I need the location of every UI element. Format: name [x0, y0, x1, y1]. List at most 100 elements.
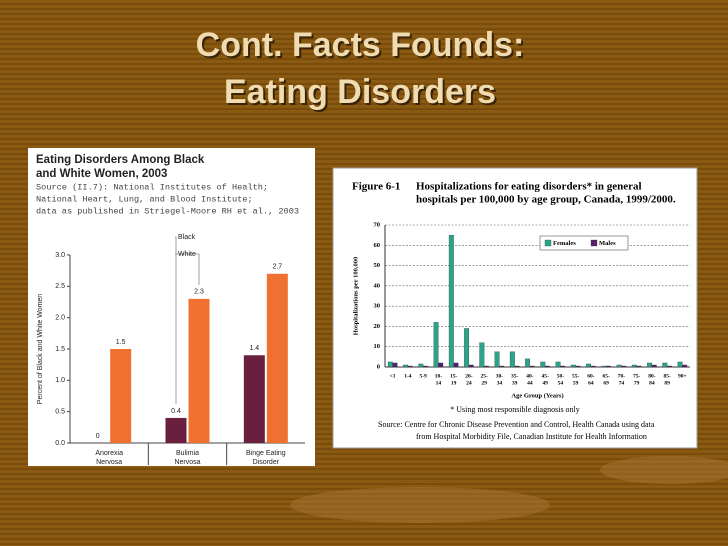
y-tick-label: 0.0	[55, 440, 65, 447]
x-tick-label: 30-	[496, 373, 504, 379]
bar	[509, 351, 515, 368]
y-axis-label: Percent of Black and White Women	[37, 294, 44, 404]
x-tick-label: 29	[481, 380, 487, 386]
x-tick-label: 19	[451, 380, 457, 386]
y-tick-label: 1.5	[55, 346, 65, 353]
x-tick-label: 79	[634, 380, 640, 386]
bar	[570, 364, 576, 368]
title-line: Cont. Facts Founds:	[196, 26, 525, 64]
bar	[666, 365, 672, 368]
x-tick-label: Disorder	[253, 459, 280, 466]
bar	[590, 365, 596, 368]
bar	[165, 417, 187, 443]
y-tick-label: 0	[377, 363, 380, 370]
x-tick-label: 34	[497, 380, 503, 386]
x-tick-label: 39	[512, 380, 518, 386]
y-tick-label: 3.0	[55, 252, 65, 259]
bar	[403, 364, 409, 368]
decor	[600, 456, 728, 484]
bar	[499, 365, 505, 368]
bar	[433, 322, 439, 368]
bar	[266, 273, 288, 443]
bar	[438, 362, 444, 368]
x-tick-label: Anorexia	[95, 450, 123, 457]
x-tick-label: Nervosa	[174, 459, 200, 466]
x-tick-label: 14	[436, 380, 442, 386]
x-tick-label: 74	[619, 380, 625, 386]
bar	[483, 365, 489, 368]
bar	[651, 364, 657, 368]
y-tick-label: 10	[374, 343, 381, 350]
x-tick-label: 40-	[526, 373, 534, 379]
legend-swatch	[544, 239, 552, 247]
y-tick-label: 70	[374, 221, 381, 228]
chart-title: and White Women, 2003	[36, 168, 167, 180]
bar	[621, 365, 627, 368]
x-tick-label: 54	[558, 380, 564, 386]
value-label: 0.4	[171, 408, 181, 415]
x-tick-label: 64	[588, 380, 594, 386]
bar	[479, 342, 485, 368]
x-tick-label: 60-	[587, 373, 595, 379]
x-tick-label: 85-	[663, 373, 671, 379]
bar	[418, 363, 424, 368]
bar	[525, 358, 531, 368]
title-line: Eating Disorders	[224, 73, 496, 111]
x-tick-label: 10-	[435, 373, 443, 379]
x-tick-label: 20-	[465, 373, 473, 379]
y-tick-label: 2.0	[55, 315, 65, 322]
value-label: 2.7	[272, 264, 282, 271]
bar	[422, 365, 428, 368]
x-tick-label: Nervosa	[96, 459, 122, 466]
bar	[464, 328, 470, 368]
x-tick-label: 75-	[633, 373, 641, 379]
x-tick-label: 49	[542, 380, 548, 386]
bar	[631, 364, 637, 368]
bar	[188, 298, 210, 443]
y-tick-label: 20	[374, 323, 381, 330]
source: from Hospital Morbidity File, Canadian I…	[416, 432, 647, 441]
bar	[392, 362, 398, 368]
bar	[560, 365, 566, 368]
legend-label: Black	[178, 234, 196, 241]
bar	[682, 364, 688, 368]
bar	[586, 363, 592, 368]
x-tick-label: 59	[573, 380, 579, 386]
value-label: 0	[96, 433, 100, 440]
y-tick-label: 60	[374, 242, 381, 249]
note: * Using most responsible diagnosis only	[450, 405, 580, 414]
chart-subtitle: data as published in Striegel-Moore RH e…	[36, 206, 299, 216]
legend-swatch	[590, 239, 598, 247]
x-tick-label: <1	[390, 373, 396, 379]
y-tick-label: 40	[374, 282, 381, 289]
source: Source: Centre for Chronic Disease Preve…	[378, 420, 655, 429]
x-tick-label: Bulimia	[176, 450, 199, 457]
x-tick-label: 55-	[572, 373, 580, 379]
bar	[110, 349, 132, 443]
bar	[575, 365, 581, 368]
x-tick-label: 89	[664, 380, 670, 386]
bar	[514, 365, 520, 368]
value-label: 2.3	[194, 289, 204, 296]
bar	[540, 361, 546, 368]
y-tick-label: 1.0	[55, 377, 65, 384]
x-tick-label: 35-	[511, 373, 519, 379]
x-tick-label: 70-	[618, 373, 626, 379]
bar	[468, 364, 474, 368]
legend-box	[539, 235, 629, 251]
value-label: 1.4	[249, 345, 259, 352]
value-label: 1.5	[116, 339, 126, 346]
chart-title: Eating Disorders Among Black	[36, 154, 205, 166]
bar	[387, 361, 393, 368]
bar	[605, 365, 611, 368]
x-tick-label: 45-	[541, 373, 549, 379]
bar	[453, 362, 459, 368]
title-shadow: Eating Disorders	[226, 75, 498, 113]
y-tick-label: 50	[374, 262, 381, 269]
bar	[555, 361, 561, 368]
chart-title: Hospitalizations for eating disorders* i…	[416, 181, 642, 193]
x-tick-label: Binge Eating	[246, 450, 286, 457]
figure-number: Figure 6-1	[352, 181, 400, 193]
chart-title: hospitals per 100,000 by age group, Cana…	[416, 194, 676, 206]
y-tick-label: 30	[374, 303, 381, 310]
